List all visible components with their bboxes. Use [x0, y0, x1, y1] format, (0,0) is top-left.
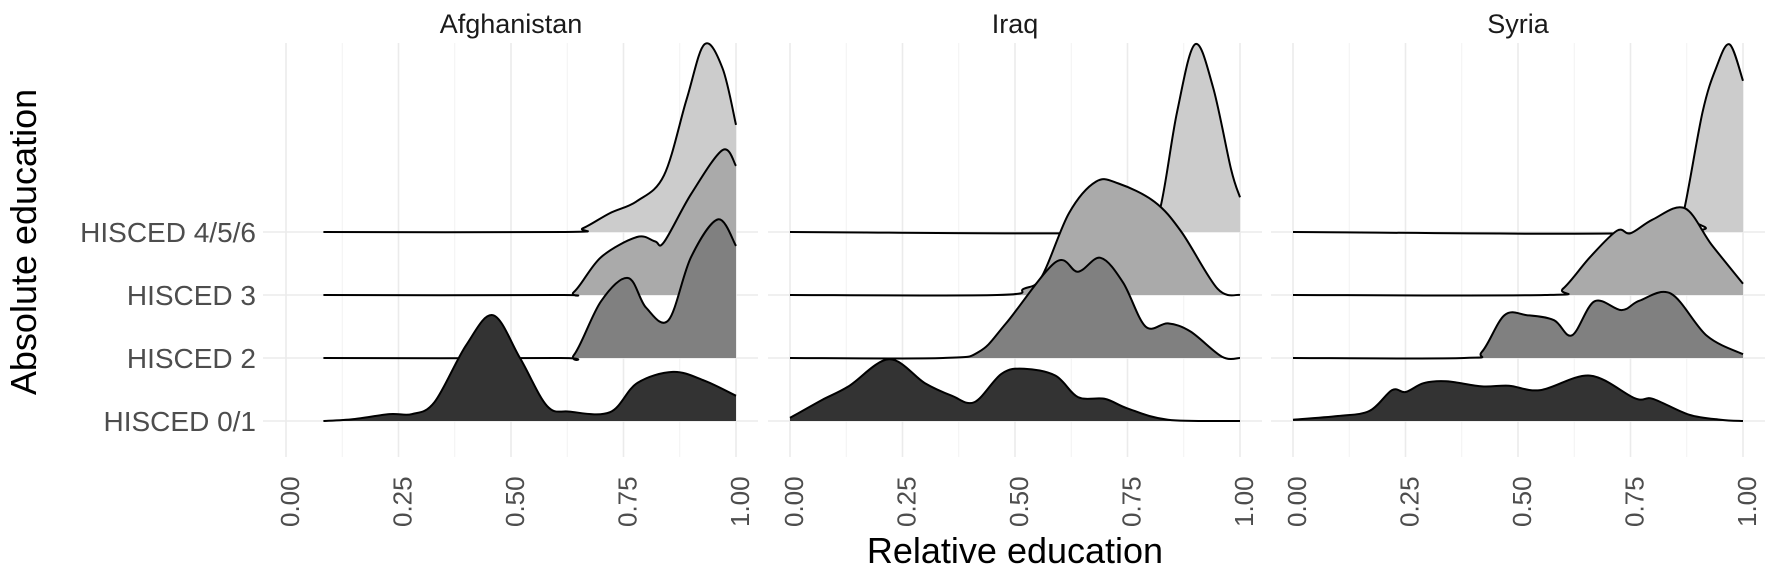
x-tick-label: 0.75: [613, 476, 643, 527]
ridge-line-hisced-3: [323, 148, 737, 297]
ridge-fill-hisced-3: [323, 149, 736, 296]
ridge-fill-hisced-2: [323, 219, 736, 360]
ridge-fill-hisced-0-1: [323, 315, 736, 421]
ridge-line-hisced-4-5-6: [1292, 43, 1744, 235]
x-tick-label: 0.25: [892, 476, 922, 527]
ridge-fill-hisced-2: [790, 257, 1240, 360]
ridge-line-hisced-2: [789, 256, 1241, 360]
x-axis-title: Relative education: [867, 530, 1163, 571]
y-tick-hisced-01: HISCED 0/1: [104, 406, 257, 437]
x-tick-label: 0.75: [1620, 476, 1650, 527]
x-tick-label: 0.25: [1395, 476, 1425, 527]
x-tick-label: 0.75: [1117, 476, 1147, 527]
ridge-line-hisced-2: [1292, 290, 1744, 360]
ridge-line-hisced-2: [323, 218, 737, 361]
x-tick-label: 1.00: [1229, 476, 1259, 527]
ridge-fill-hisced-2: [1293, 291, 1743, 359]
y-tick-hisced-3: HISCED 3: [127, 280, 256, 311]
ridge-fill-hisced-0-1: [1293, 375, 1743, 421]
panel-afghanistan: 0.00 0.25 0.50 0.75 1.00: [263, 42, 758, 527]
ridge-fill-hisced-3: [1293, 207, 1743, 296]
ridge-line-hisced-3: [789, 178, 1241, 297]
panel-iraq: 0.00 0.25 0.50 0.75 1.00: [768, 43, 1262, 527]
ridge-line-hisced-3: [1292, 206, 1744, 297]
x-tick-label: 0.00: [1282, 476, 1312, 527]
strip-title-syria: Syria: [1487, 9, 1549, 39]
ridge-fill-hisced-4-5-6: [323, 43, 736, 233]
panel-syria: 0.00 0.25 0.50 0.75 1.00: [1271, 43, 1765, 527]
ridge-line-hisced-0-1: [1292, 374, 1744, 422]
ridge-line-hisced-0-1: [789, 358, 1241, 423]
ridge-fill-hisced-4-5-6: [1293, 44, 1743, 234]
ridge-fill-hisced-0-1: [790, 359, 1240, 422]
ridge-line-hisced-0-1: [323, 314, 737, 422]
x-tick-label: 0.25: [388, 476, 418, 527]
strip-title-afghanistan: Afghanistan: [440, 9, 583, 39]
x-tick-label: 1.00: [1732, 476, 1762, 527]
y-axis-title: Absolute education: [3, 89, 44, 395]
y-tick-hisced-2: HISCED 2: [127, 343, 256, 374]
x-tick-label: 0.50: [1507, 476, 1537, 527]
ridge-fill-hisced-4-5-6: [790, 43, 1240, 234]
x-tick-label: 0.50: [1004, 476, 1034, 527]
strip-title-iraq: Iraq: [992, 9, 1039, 39]
x-tick-label: 0.50: [500, 476, 530, 527]
x-tick-label: 1.00: [725, 476, 755, 527]
x-tick-label: 0.00: [779, 476, 809, 527]
x-tick-label: 0.00: [275, 476, 305, 527]
ridge-fill-hisced-3: [790, 179, 1240, 296]
ridge-line-hisced-4-5-6: [323, 42, 737, 234]
y-tick-hisced-456: HISCED 4/5/6: [80, 217, 256, 248]
